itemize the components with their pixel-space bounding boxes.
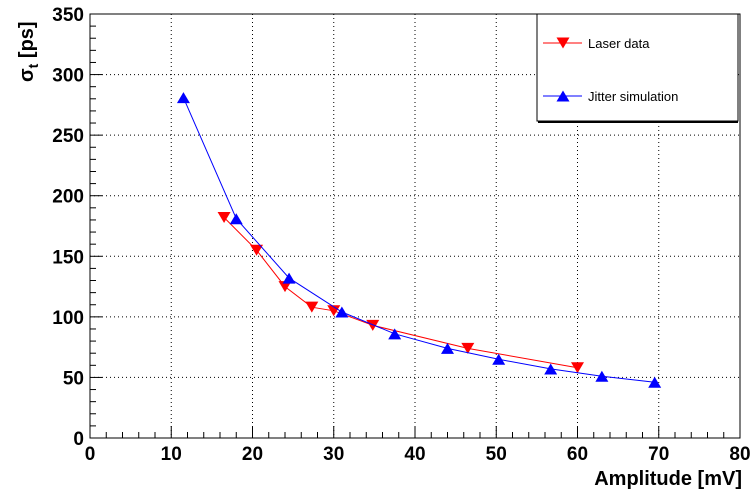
legend-jitter-marker	[556, 90, 570, 102]
y-axis-symbol: σ	[16, 68, 38, 82]
data-point-jitter	[335, 306, 349, 318]
x-axis-title: Amplitude [mV]	[594, 468, 742, 490]
data-point-laser	[305, 301, 319, 313]
y-axis-title: σt [ps]	[16, 21, 41, 82]
x-tick-label: 20	[242, 444, 263, 465]
y-tick-label: 100	[52, 308, 84, 329]
x-tick-label: 50	[486, 444, 507, 465]
series-group	[176, 92, 662, 388]
data-point-jitter	[544, 363, 558, 375]
data-point-jitter	[648, 376, 662, 388]
series-jitter	[176, 92, 662, 388]
y-tick-label: 150	[52, 247, 84, 268]
data-point-jitter	[595, 370, 609, 382]
series-line-jitter	[182, 97, 655, 383]
data-point-jitter	[282, 272, 296, 284]
legend-laser-label: Laser data	[588, 36, 650, 51]
data-point-laser	[278, 281, 292, 293]
grid	[90, 14, 740, 438]
x-tick-label: 60	[567, 444, 588, 465]
data-point-laser	[571, 362, 584, 374]
x-tick-label: 30	[323, 444, 344, 465]
data-point-jitter	[388, 328, 402, 340]
legend-shadow	[538, 121, 738, 123]
data-point-laser	[327, 305, 341, 317]
y-tick-label: 200	[52, 187, 84, 208]
legend-jitter-label: Jitter simulation	[588, 89, 678, 104]
legend-box	[536, 13, 739, 122]
x-tick-label: 70	[648, 444, 669, 465]
tick-labels: 0 10 20 30 40 50 60 70 80 0 50 100 150 200 250 300 350	[52, 5, 750, 465]
y-tick-label: 0	[73, 429, 84, 450]
x-tick-label: 10	[161, 444, 182, 465]
data-point-laser	[217, 212, 231, 224]
legend: Laser data Jitter simulation	[536, 13, 739, 123]
data-point-laser	[250, 244, 264, 256]
data-point-jitter	[441, 342, 454, 354]
y-axis-subscript: t	[25, 63, 41, 68]
axis-ticks	[89, 13, 741, 439]
data-point-jitter	[229, 213, 243, 225]
data-point-jitter	[176, 92, 190, 104]
x-tick-label: 80	[729, 444, 750, 465]
y-tick-label: 300	[52, 66, 84, 87]
series-laser	[217, 212, 584, 374]
data-point-laser	[461, 342, 475, 354]
data-point-laser	[366, 319, 380, 331]
x-tick-label: 40	[404, 444, 425, 465]
series-line-laser	[223, 217, 578, 369]
legend-laser-marker	[556, 37, 570, 49]
data-point-jitter	[492, 353, 506, 365]
y-tick-label: 50	[63, 368, 84, 389]
y-axis-unit: [ps]	[16, 21, 38, 63]
y-tick-label: 350	[52, 5, 84, 26]
x-tick-label: 0	[85, 444, 96, 465]
y-tick-label: 250	[52, 126, 84, 147]
